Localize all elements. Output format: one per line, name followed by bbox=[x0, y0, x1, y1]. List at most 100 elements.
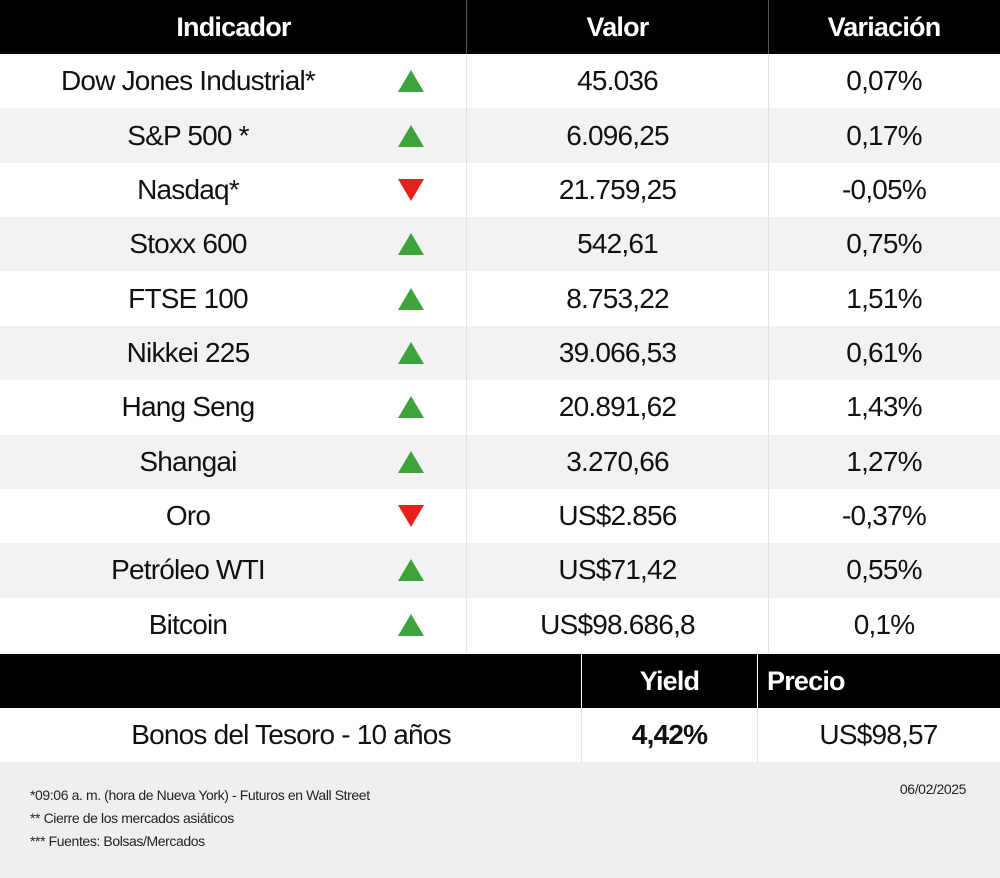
trend-arrow bbox=[398, 70, 424, 93]
indicator-name: Oro bbox=[165, 500, 211, 532]
divider bbox=[581, 708, 582, 762]
table-row: Nasdaq* 21.759,25 -0,05% bbox=[0, 162, 1000, 218]
indicator-name: Hang Seng bbox=[121, 391, 256, 423]
value: 39.066,53 bbox=[558, 336, 677, 368]
value: 45.036 bbox=[577, 65, 659, 97]
divider bbox=[768, 162, 769, 218]
trend-arrow bbox=[398, 613, 424, 636]
indicator-name: FTSE 100 bbox=[128, 282, 248, 314]
trend-arrow bbox=[398, 287, 424, 310]
footnote: ** Cierre de los mercados asiáticos bbox=[30, 810, 234, 826]
change: 0,61% bbox=[846, 336, 922, 368]
up-arrow bbox=[398, 396, 424, 419]
divider bbox=[466, 217, 467, 272]
table-row: Shangai 3.270,66 1,27% bbox=[0, 434, 1000, 489]
up-arrow bbox=[398, 613, 424, 636]
table-row: Stoxx 600 542,61 0,75% bbox=[0, 217, 1000, 272]
divider bbox=[466, 162, 467, 218]
divider bbox=[768, 217, 769, 272]
value: 542,61 bbox=[577, 228, 659, 260]
trend-arrow bbox=[398, 396, 424, 419]
divider bbox=[466, 325, 467, 381]
bond-yield: 4,42% bbox=[631, 719, 708, 750]
header-cell: Valor bbox=[586, 11, 649, 42]
divider bbox=[768, 0, 769, 54]
divider bbox=[768, 325, 769, 381]
divider bbox=[466, 0, 467, 54]
divider bbox=[466, 380, 467, 435]
divider bbox=[466, 488, 467, 544]
trend-arrow bbox=[398, 450, 424, 473]
bonds-header: Yield Precio bbox=[0, 654, 1000, 708]
header-cell: Variación bbox=[827, 11, 942, 42]
table-row: Hang Seng 20.891,62 1,43% bbox=[0, 380, 1000, 435]
date: 06/02/2025 bbox=[899, 781, 966, 797]
divider bbox=[768, 380, 769, 435]
indicator-name: Dow Jones Industrial* bbox=[61, 65, 316, 97]
trend-arrow bbox=[398, 178, 424, 201]
up-arrow bbox=[398, 70, 424, 93]
change: 1,27% bbox=[846, 445, 922, 477]
divider bbox=[466, 434, 467, 489]
down-arrow bbox=[398, 505, 424, 528]
divider bbox=[768, 597, 769, 652]
bond-price: US$98,57 bbox=[819, 719, 938, 750]
change: -0,05% bbox=[842, 173, 927, 205]
change: -0,37% bbox=[842, 500, 927, 532]
header-cell: Precio bbox=[767, 665, 846, 696]
divider bbox=[466, 108, 467, 163]
divider bbox=[768, 271, 769, 326]
divider bbox=[757, 708, 758, 762]
table-row: Petróleo WTI US$71,42 0,55% bbox=[0, 543, 1000, 598]
divider bbox=[466, 271, 467, 326]
table-row: FTSE 100 8.753,22 1,51% bbox=[0, 271, 1000, 326]
divider bbox=[466, 543, 467, 598]
trend-arrow bbox=[398, 505, 424, 528]
up-arrow bbox=[398, 287, 424, 310]
change: 0,75% bbox=[846, 228, 922, 260]
divider bbox=[768, 54, 769, 109]
value: US$71,42 bbox=[558, 554, 677, 586]
footer: *09:06 a. m. (hora de Nueva York) - Futu… bbox=[0, 762, 1000, 878]
table-row: Nikkei 225 39.066,53 0,61% bbox=[0, 325, 1000, 381]
up-arrow bbox=[398, 341, 424, 364]
indicator-name: Bitcoin bbox=[148, 608, 228, 640]
value: 20.891,62 bbox=[558, 391, 677, 423]
up-arrow bbox=[398, 559, 424, 582]
change: 0,17% bbox=[846, 119, 922, 151]
value: US$2.856 bbox=[558, 500, 677, 532]
footnote: *09:06 a. m. (hora de Nueva York) - Futu… bbox=[30, 787, 370, 803]
indicator-name: Shangai bbox=[139, 445, 237, 477]
footnote: *** Fuentes: Bolsas/Mercados bbox=[30, 833, 205, 849]
trend-arrow bbox=[398, 559, 424, 582]
indicator-name: S&P 500 * bbox=[127, 119, 249, 151]
header-cell: Yield bbox=[639, 665, 700, 696]
indicator-name: Petróleo WTI bbox=[111, 554, 266, 586]
bonds-row: Bonos del Tesoro - 10 años 4,42% US$98,5… bbox=[0, 708, 1000, 762]
value: 6.096,25 bbox=[566, 119, 669, 151]
divider bbox=[757, 654, 758, 708]
value: 3.270,66 bbox=[566, 445, 669, 477]
header-cell: Indicador bbox=[176, 11, 291, 42]
change: 1,43% bbox=[846, 391, 922, 423]
change: 1,51% bbox=[846, 282, 922, 314]
divider bbox=[466, 597, 467, 652]
value: US$98.686,8 bbox=[540, 608, 695, 640]
divider bbox=[466, 54, 467, 109]
up-arrow bbox=[398, 124, 424, 147]
table-row: Dow Jones Industrial* 45.036 0,07% bbox=[0, 54, 1000, 109]
divider bbox=[768, 488, 769, 544]
table-row: Oro US$2.856 -0,37% bbox=[0, 488, 1000, 544]
value: 21.759,25 bbox=[558, 173, 677, 205]
up-arrow bbox=[398, 233, 424, 256]
change: 0,07% bbox=[846, 65, 922, 97]
up-arrow bbox=[398, 450, 424, 473]
trend-arrow bbox=[398, 233, 424, 256]
indicator-name: Stoxx 600 bbox=[129, 228, 247, 260]
divider bbox=[581, 654, 582, 708]
change: 0,1% bbox=[853, 608, 915, 640]
divider bbox=[768, 434, 769, 489]
indicator-name: Nasdaq* bbox=[137, 173, 240, 205]
divider bbox=[768, 543, 769, 598]
